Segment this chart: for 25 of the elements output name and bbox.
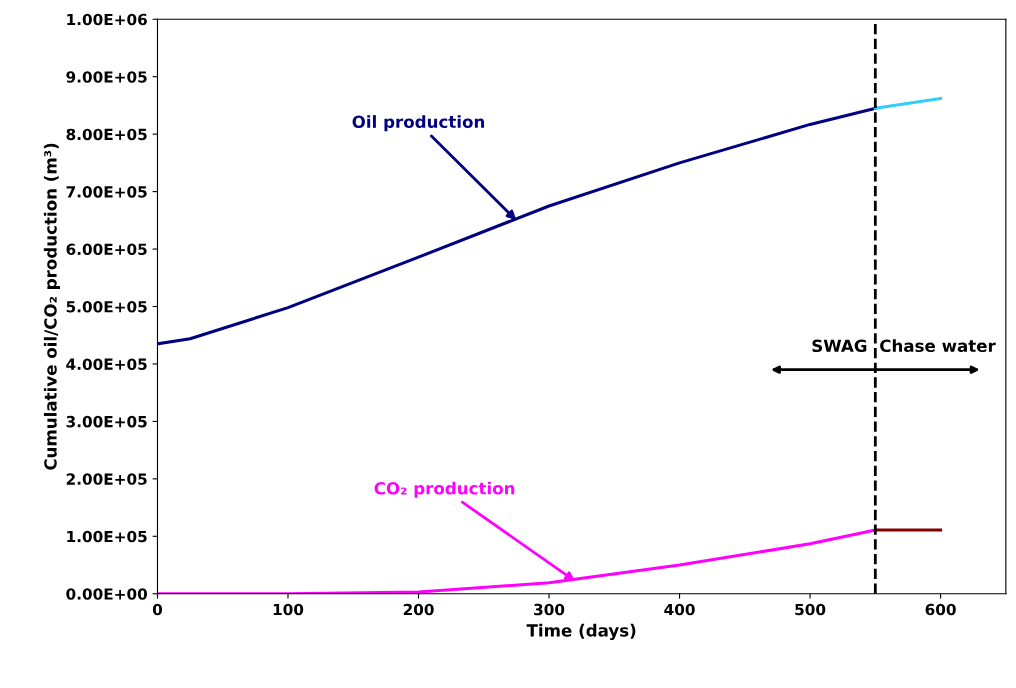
x-tick-label: 200 [403,603,434,616]
y-axis-title: Cumulative oil/CO₂ production (m³) [43,143,61,470]
x-tick-label: 500 [795,603,826,616]
y-tick-label: 1.00E+05 [67,530,147,543]
y-tick-label: 1.00E+06 [67,13,147,26]
y-tick-label: 8.00E+05 [66,128,147,141]
y-tick-label: 4.00E+05 [66,358,147,370]
y-tick-label: 2.00E+05 [66,473,147,485]
x-tick-label: 100 [273,603,304,616]
y-tick-label: 6.00E+05 [66,243,147,256]
y-tick-label: 9.00E+05 [66,71,147,83]
annotation: SWAG [812,339,867,353]
annotation: CO₂ production [374,481,515,498]
y-tick-label: 5.00E+05 [66,300,147,313]
annotation: Chase water [880,339,996,353]
y-tick-label: 3.00E+05 [66,415,147,428]
x-tick-label: 300 [534,603,565,616]
x-axis-title: Time (days) [526,623,636,641]
y-tick-label: 0.00E+00 [66,588,148,600]
x-tick-label: 0 [152,603,163,616]
x-tick-label: 600 [925,603,956,616]
x-tick-label: 400 [664,603,695,616]
line-series [157,528,877,594]
annotation: Oil production [352,115,485,132]
y-tick-label: 7.00E+05 [66,186,147,198]
